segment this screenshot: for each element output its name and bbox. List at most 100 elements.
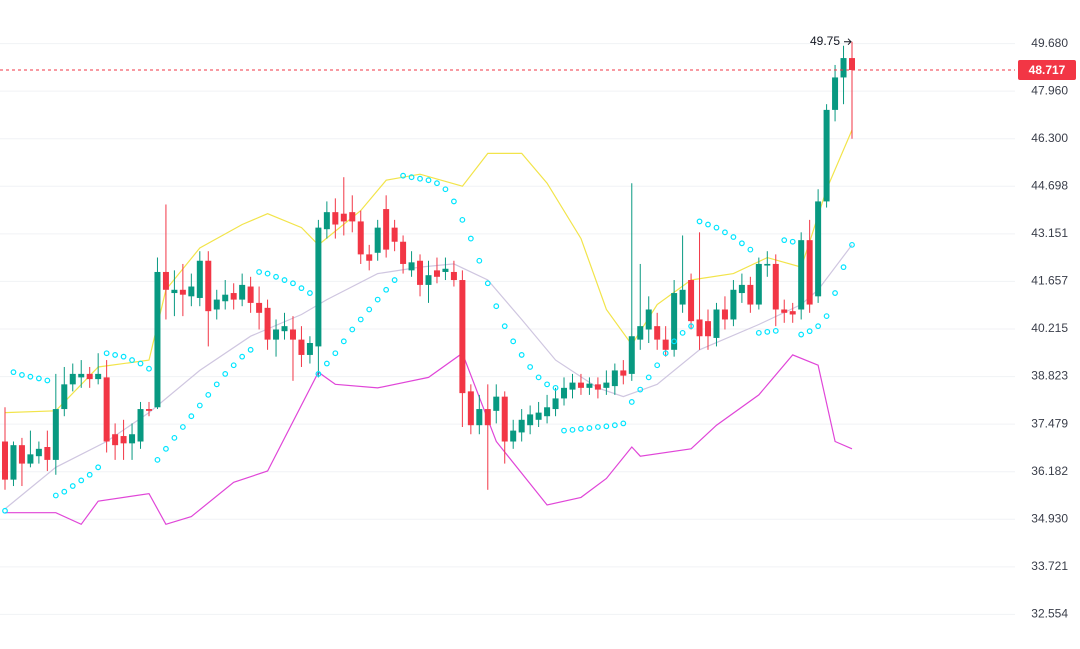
sar-dot xyxy=(738,240,745,247)
candle-body xyxy=(806,240,813,305)
candle-body xyxy=(417,260,424,285)
candle-body xyxy=(654,326,661,340)
sar-dot xyxy=(688,323,694,330)
candle-body xyxy=(493,396,500,411)
candle-body xyxy=(764,263,771,266)
sar-dot xyxy=(35,375,42,382)
candle-body xyxy=(366,254,373,261)
sar-dot xyxy=(19,372,25,378)
candle-body xyxy=(476,409,483,426)
sar-dot xyxy=(103,350,110,357)
last-price-label: 48.717 xyxy=(1029,63,1066,77)
sar-dot xyxy=(188,413,195,420)
candle-body xyxy=(391,227,398,242)
candle-body xyxy=(569,382,576,390)
sar-dot xyxy=(391,277,398,283)
sar-dot xyxy=(425,177,432,184)
sar-dot xyxy=(611,422,618,429)
last-price-tag xyxy=(1018,60,1076,81)
sar-dot xyxy=(781,237,788,244)
sar-dot xyxy=(578,425,584,432)
candle-body xyxy=(696,319,703,337)
sar-dot xyxy=(654,362,661,369)
candle-body xyxy=(738,284,745,294)
y-tick-label: 37.479 xyxy=(1031,416,1068,430)
indicator-line xyxy=(4,244,853,510)
candle-body xyxy=(188,286,195,297)
sar-dot xyxy=(129,357,135,363)
sar-dot xyxy=(52,492,59,499)
sar-dot xyxy=(840,264,847,271)
sar-dot xyxy=(798,331,805,338)
sar-dot xyxy=(332,350,339,357)
sar-dot xyxy=(146,365,152,372)
sar-dot xyxy=(366,306,373,313)
candle-body xyxy=(450,271,457,281)
y-tick-label: 46.300 xyxy=(1031,131,1068,145)
y-tick-label: 47.960 xyxy=(1031,83,1068,97)
y-tick-label: 44.698 xyxy=(1031,178,1068,192)
candle-body xyxy=(289,329,296,340)
y-tick-label: 40.215 xyxy=(1031,321,1068,335)
sar-dot xyxy=(501,323,508,330)
candle-body xyxy=(374,227,381,253)
sar-dot xyxy=(120,353,127,360)
sar-dot xyxy=(747,246,754,253)
sar-dot xyxy=(806,328,813,335)
sar-dot xyxy=(417,175,423,182)
candle-body xyxy=(162,271,169,290)
y-tick-label: 33.721 xyxy=(1031,559,1068,573)
candle-body xyxy=(315,227,322,347)
candle-body xyxy=(755,263,762,305)
y-tick-label: 49.680 xyxy=(1031,36,1068,50)
candle-body xyxy=(205,260,212,312)
y-tick-label: 32.554 xyxy=(1031,607,1068,621)
candle-body xyxy=(230,293,237,300)
candle-body xyxy=(103,377,110,442)
sar-dot xyxy=(196,402,203,409)
candle-body xyxy=(18,445,25,464)
sar-dot xyxy=(671,338,678,345)
candle-body xyxy=(247,286,254,303)
sar-dot xyxy=(561,427,567,434)
candle-body xyxy=(349,212,356,222)
sar-dot xyxy=(44,377,51,384)
candle-body xyxy=(383,209,390,250)
sar-dot xyxy=(408,174,415,181)
sar-dot xyxy=(239,353,246,360)
candle-body xyxy=(815,201,822,297)
sar-dot xyxy=(383,286,390,293)
candle-body xyxy=(400,241,407,264)
sar-dot xyxy=(256,269,263,275)
sar-dot xyxy=(230,362,237,369)
sar-dot xyxy=(264,270,271,277)
candle-body xyxy=(10,445,17,480)
sar-dot xyxy=(789,238,796,245)
candle-body xyxy=(662,339,669,350)
grid xyxy=(0,43,1015,615)
candle-body xyxy=(442,268,449,272)
sar-dot xyxy=(679,329,686,336)
candle-body xyxy=(594,384,601,390)
candle-body xyxy=(273,329,280,340)
candle-body xyxy=(577,382,584,388)
sar-dot xyxy=(61,488,68,495)
sar-dot xyxy=(86,471,93,478)
candle-body xyxy=(239,284,246,300)
sar-dot xyxy=(764,328,771,335)
candle-body xyxy=(256,302,263,313)
candle-body xyxy=(222,294,229,302)
sar-dot xyxy=(442,186,449,193)
candle-body xyxy=(789,311,796,315)
candle-body xyxy=(467,391,474,426)
sar-dot xyxy=(2,507,8,514)
candle-body xyxy=(730,289,737,320)
sar-dot xyxy=(696,218,703,225)
candle-body xyxy=(196,260,203,298)
candle-body xyxy=(78,373,85,378)
candle-body xyxy=(213,299,220,310)
sar-dot xyxy=(78,477,85,484)
sar-dot xyxy=(281,277,288,283)
sar-dot xyxy=(493,303,500,310)
candle-body xyxy=(688,280,695,322)
